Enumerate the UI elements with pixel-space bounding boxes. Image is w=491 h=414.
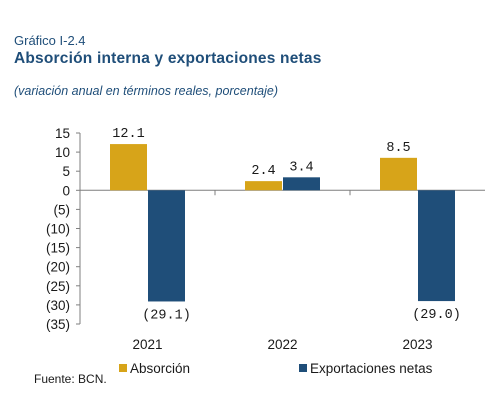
bar-exportaciones-netas [418,190,455,302]
y-tick-label: 0 [62,183,70,198]
data-label: (29.0) [412,308,461,323]
y-tick-label: (15) [46,241,70,256]
chart-title: Absorción interna y exportaciones netas [14,50,322,67]
y-tick-label: 5 [62,164,70,179]
y-tick-label: (20) [46,260,70,275]
bar-absorcion [380,157,417,191]
y-tick-label: (25) [46,279,70,294]
bar-exportaciones-netas [148,190,185,302]
y-tick-label: (5) [54,202,71,217]
data-label: 2.4 [251,164,275,179]
y-tick-label: (35) [46,317,70,332]
bar-exportaciones-netas [283,177,320,191]
data-label: (29.1) [142,308,191,323]
x-category-label: 2022 [267,337,297,352]
legend-swatch [299,364,307,372]
x-category-label: 2023 [402,337,432,352]
chart-subtitle: (variación anual en términos reales, por… [14,84,279,98]
chart-label: Gráfico I-2.4 [14,33,86,48]
source-note: Fuente: BCN. [34,372,107,386]
legend-swatch [119,364,127,372]
data-label: 12.1 [112,127,144,142]
legend-label: Exportaciones netas [310,361,433,376]
y-tick-label: 10 [55,145,70,160]
bar-absorcion [110,144,147,191]
x-category-label: 2021 [132,337,162,352]
bar-absorcion [245,181,282,191]
data-label: 3.4 [289,160,313,175]
y-tick-label: 15 [55,126,70,141]
y-tick-label: (30) [46,298,70,313]
y-tick-label: (10) [46,222,70,237]
data-label: 8.5 [386,141,410,156]
legend-label: Absorción [130,361,190,376]
